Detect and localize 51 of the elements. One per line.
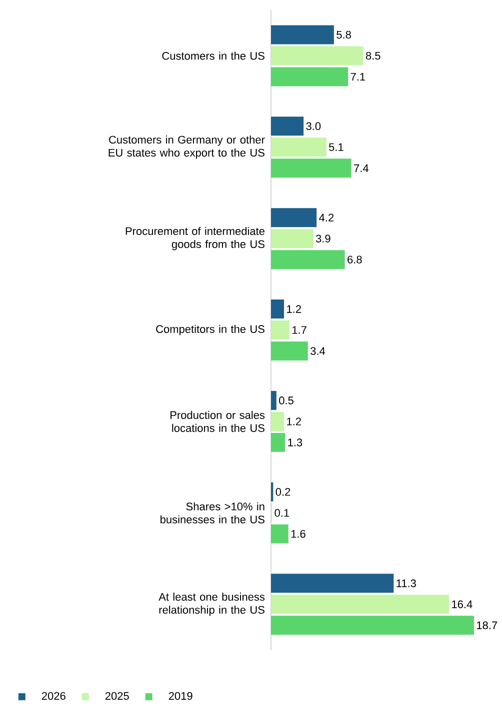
bar xyxy=(270,46,364,66)
bar xyxy=(270,342,308,361)
data-label: 1.3 xyxy=(288,438,302,446)
data-label: 5.8 xyxy=(336,30,351,39)
y-tick-label: Shares >10% in businesses in the US xyxy=(160,502,264,524)
bar xyxy=(270,300,284,319)
data-label: 1.2 xyxy=(287,418,301,426)
bar xyxy=(270,67,348,86)
bar xyxy=(270,229,314,248)
data-label: 8.5 xyxy=(366,52,380,60)
data-label: 5.1 xyxy=(328,143,344,151)
data-label: 11.3 xyxy=(396,579,416,588)
data-label: 0.2 xyxy=(276,488,290,496)
y-tick-label: Customers in Germany or other EU states who export to the US xyxy=(108,136,265,159)
bar xyxy=(270,574,394,593)
data-label: 3.0 xyxy=(306,122,321,130)
bar xyxy=(270,432,286,452)
bar xyxy=(270,524,288,544)
data-label: 16.4 xyxy=(452,600,472,608)
y-tick-label: Competitors in the US xyxy=(156,324,264,336)
bar xyxy=(270,616,474,635)
data-label: 1.6 xyxy=(291,530,306,538)
bar xyxy=(270,138,326,157)
data-label: 0.5 xyxy=(279,396,294,404)
bar xyxy=(270,482,274,502)
bar xyxy=(270,390,276,410)
bar xyxy=(270,208,317,228)
bar xyxy=(270,25,334,44)
data-label: 6.8 xyxy=(348,256,362,264)
data-label: 1.7 xyxy=(292,326,306,334)
data-label: 0.1 xyxy=(274,508,290,517)
data-label: 18.7 xyxy=(477,621,498,630)
data-label: 7.1 xyxy=(350,72,366,81)
y-tick-label: At least one business relationship in the US xyxy=(158,592,265,616)
legend-label: 2026 xyxy=(42,692,66,700)
bar xyxy=(270,594,450,614)
data-label: 3.9 xyxy=(316,234,330,242)
data-label: 3.4 xyxy=(310,347,326,355)
y-tick-label: Customers in the US xyxy=(162,52,264,60)
y-tick-label: Production or sales locations in the US xyxy=(170,410,265,432)
bar xyxy=(270,158,352,178)
data-label: 1.2 xyxy=(287,305,301,313)
bar xyxy=(270,320,290,340)
bar xyxy=(270,412,284,431)
legend-label: 2019 xyxy=(168,692,192,700)
legend-label: 2025 xyxy=(105,692,129,700)
y-tick-label: Procurement of intermediate goods from the US xyxy=(126,226,264,250)
data-label: 4.2 xyxy=(319,214,334,222)
bar xyxy=(270,116,304,136)
bar xyxy=(270,250,345,270)
data-label: 7.4 xyxy=(354,164,368,172)
